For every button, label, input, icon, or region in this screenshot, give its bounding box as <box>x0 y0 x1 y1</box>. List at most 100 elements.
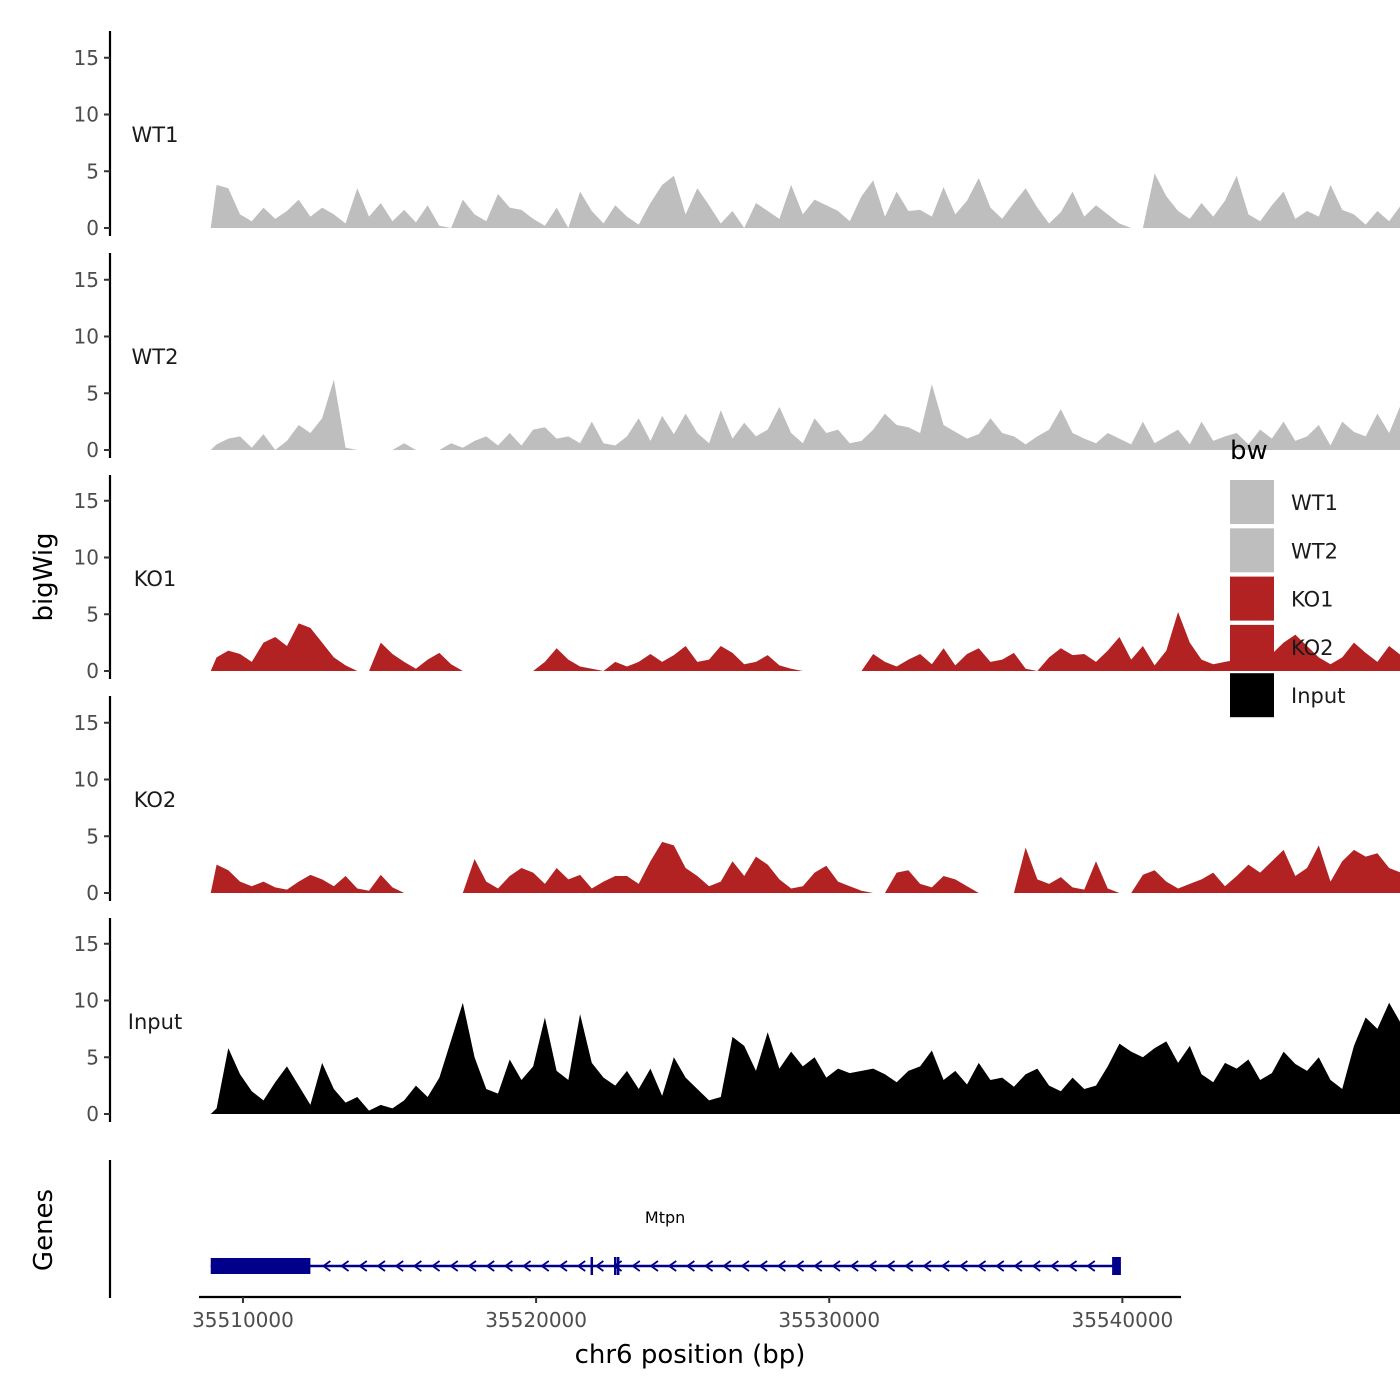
strand-chevron <box>321 1260 331 1272</box>
bigwig-tracks: 0 5 10 15 WT1 0 5 10 15 WT2 0 5 10 15 KO1 0 5 10 15 KO2 0 5 10… <box>74 31 1400 1126</box>
track-wt1: 0 5 10 15 WT1 <box>74 31 1400 240</box>
legend-label-ko2: KO2 <box>1291 636 1334 660</box>
strand-chevron <box>795 1260 805 1272</box>
strand-chevron <box>631 1260 641 1272</box>
strand-chevron <box>649 1260 659 1272</box>
y-tick-label: 5 <box>86 602 99 626</box>
y-tick-label: 10 <box>74 546 99 570</box>
strand-chevron <box>394 1260 404 1272</box>
legend-key-ko2 <box>1230 624 1274 669</box>
y-tick-label: 15 <box>74 46 99 70</box>
strand-chevron <box>958 1260 968 1272</box>
strand-chevron <box>904 1260 914 1272</box>
x-axis: 35510000 35520000 35530000 35540000 <box>192 1295 1181 1332</box>
y-tick-label: 5 <box>86 1045 99 1069</box>
x-axis-title: chr6 position (bp) <box>575 1340 806 1370</box>
strand-chevron <box>758 1260 768 1272</box>
strand-chevron <box>431 1260 441 1272</box>
strand-chevron <box>540 1260 550 1272</box>
strand-chevron <box>467 1260 477 1272</box>
strand-chevron <box>886 1260 896 1272</box>
legend-label-ko1: KO1 <box>1291 588 1334 612</box>
y-axis-title: bigWig <box>29 532 59 621</box>
y-tick-label: 15 <box>74 932 99 956</box>
strand-chevron <box>740 1260 750 1272</box>
x-tick-label: 35530000 <box>778 1308 880 1332</box>
legend-label-wt2: WT2 <box>1291 539 1338 563</box>
track-ko2-area <box>210 841 1400 893</box>
y-tick-label: 0 <box>86 1102 99 1126</box>
y-tick-label: 10 <box>74 325 99 349</box>
legend-title: bw <box>1230 436 1268 466</box>
strand-chevron <box>558 1260 568 1272</box>
track-label: WT2 <box>132 345 179 369</box>
strand-chevron <box>358 1260 368 1272</box>
strand-chevron <box>831 1260 841 1272</box>
y-tick-label: 10 <box>74 989 99 1013</box>
y-tick-label: 5 <box>86 381 99 405</box>
strand-chevron <box>412 1260 422 1272</box>
strand-chevron <box>995 1260 1005 1272</box>
strand-chevron <box>1049 1260 1059 1272</box>
strand-chevron <box>503 1260 513 1272</box>
strand-chevron <box>1031 1260 1041 1272</box>
track-input-area <box>210 1002 1400 1114</box>
y-tick-label: 10 <box>74 103 99 127</box>
strand-chevron <box>594 1260 604 1272</box>
strand-chevron <box>667 1260 677 1272</box>
x-tick-label: 35510000 <box>192 1308 294 1332</box>
legend: bw WT1 WT2 KO1 KO2 Input <box>1230 436 1345 718</box>
legend-key-ko1 <box>1230 576 1274 621</box>
track-label: KO2 <box>134 788 177 812</box>
track-wt2: 0 5 10 15 WT2 <box>74 253 1400 462</box>
x-tick-label: 35540000 <box>1071 1308 1173 1332</box>
legend-label-input: Input <box>1291 684 1345 708</box>
y-tick-label: 15 <box>74 711 99 735</box>
legend-key-wt1 <box>1230 480 1274 524</box>
x-tick-label: 35520000 <box>485 1308 587 1332</box>
track-ko1-area <box>210 611 1400 671</box>
track-label: Input <box>128 1010 182 1034</box>
strand-chevron <box>722 1260 732 1272</box>
track-ko1: 0 5 10 15 KO1 <box>74 475 1400 683</box>
y-tick-label: 10 <box>74 768 99 792</box>
track-input: 0 5 10 15 Input <box>74 918 1400 1126</box>
y-tick-label: 5 <box>86 824 99 848</box>
y-tick-label: 0 <box>86 216 99 240</box>
strand-chevron <box>849 1260 859 1272</box>
strand-chevron <box>940 1260 950 1272</box>
strand-chevron <box>340 1260 350 1272</box>
gene-exon-block <box>210 1258 311 1274</box>
y-tick-label: 0 <box>86 881 99 905</box>
legend-key-input <box>1230 673 1274 718</box>
legend-key-wt2 <box>1230 528 1274 573</box>
strand-chevron <box>449 1260 459 1272</box>
strand-chevron <box>1068 1260 1078 1272</box>
strand-chevron <box>1013 1260 1023 1272</box>
track-label: WT1 <box>132 123 179 147</box>
strand-chevron <box>685 1260 695 1272</box>
track-wt1-area <box>210 173 1400 228</box>
track-ko2: 0 5 10 15 KO2 <box>74 696 1400 905</box>
y-tick-label: 0 <box>86 659 99 683</box>
track-label: KO1 <box>134 567 177 591</box>
y-tick-label: 0 <box>86 438 99 462</box>
strand-chevron <box>813 1260 823 1272</box>
strand-chevron <box>867 1260 877 1272</box>
strand-chevron <box>704 1260 714 1272</box>
strand-chevron <box>522 1260 532 1272</box>
strand-chevron <box>776 1260 786 1272</box>
strand-chevron <box>977 1260 987 1272</box>
strand-chevron <box>1086 1260 1096 1272</box>
strand-chevron <box>613 1260 623 1272</box>
y-tick-label: 15 <box>74 489 99 513</box>
gene-name-label: Mtpn <box>645 1208 685 1227</box>
gene-panel: Mtpn <box>108 1160 1121 1298</box>
legend-label-wt1: WT1 <box>1291 491 1338 515</box>
y-tick-label: 5 <box>86 159 99 183</box>
strand-chevron <box>922 1260 932 1272</box>
y-tick-label: 15 <box>74 268 99 292</box>
gene-exon-block <box>1112 1257 1121 1275</box>
strand-chevron <box>376 1260 386 1272</box>
